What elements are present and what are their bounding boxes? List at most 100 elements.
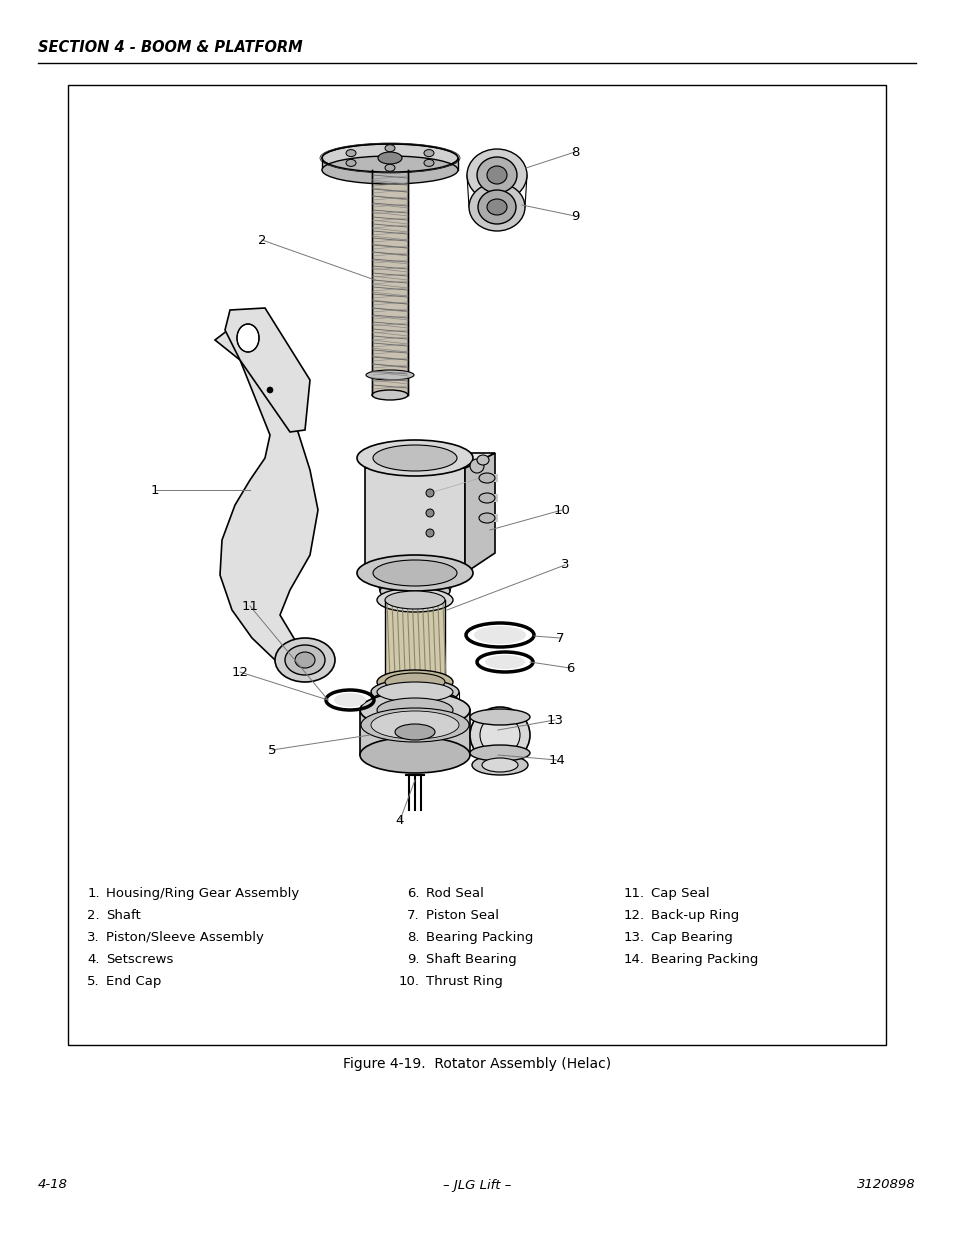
Ellipse shape (371, 711, 458, 739)
Bar (479, 514, 497, 522)
Ellipse shape (356, 440, 473, 475)
Polygon shape (372, 170, 408, 395)
Ellipse shape (481, 758, 517, 772)
Ellipse shape (479, 715, 519, 755)
Ellipse shape (385, 144, 395, 152)
Ellipse shape (371, 689, 458, 715)
Ellipse shape (472, 755, 527, 776)
Ellipse shape (470, 459, 483, 473)
Ellipse shape (423, 159, 434, 167)
Text: Housing/Ring Gear Assembly: Housing/Ring Gear Assembly (106, 887, 299, 900)
Text: 8.: 8. (407, 931, 419, 944)
Text: 4: 4 (395, 814, 404, 826)
Text: Setscrews: Setscrews (106, 953, 173, 966)
Text: 3: 3 (560, 558, 569, 572)
Ellipse shape (359, 737, 470, 773)
Text: 1: 1 (151, 483, 159, 496)
Ellipse shape (478, 513, 495, 522)
Ellipse shape (385, 673, 444, 692)
Ellipse shape (376, 698, 453, 722)
Text: Cap Bearing: Cap Bearing (650, 931, 732, 944)
Ellipse shape (486, 199, 506, 215)
Text: 4-18: 4-18 (38, 1178, 68, 1192)
Polygon shape (322, 158, 457, 170)
Ellipse shape (371, 679, 458, 705)
Text: 6.: 6. (407, 887, 419, 900)
Ellipse shape (334, 693, 366, 706)
Ellipse shape (376, 682, 453, 701)
Ellipse shape (373, 445, 456, 471)
Text: Bearing Packing: Bearing Packing (426, 931, 533, 944)
Bar (479, 474, 497, 482)
Polygon shape (385, 600, 444, 682)
Ellipse shape (373, 559, 456, 585)
Ellipse shape (476, 157, 517, 193)
Text: 11.: 11. (623, 887, 644, 900)
Text: 14: 14 (548, 753, 565, 767)
Ellipse shape (359, 692, 470, 727)
Ellipse shape (360, 708, 469, 742)
Text: Shaft Bearing: Shaft Bearing (426, 953, 517, 966)
Ellipse shape (385, 592, 444, 609)
Ellipse shape (470, 706, 530, 763)
Text: 10.: 10. (398, 974, 419, 988)
Ellipse shape (426, 529, 434, 537)
Ellipse shape (385, 164, 395, 172)
Text: 3.: 3. (88, 931, 100, 944)
Text: Piston Seal: Piston Seal (426, 909, 498, 923)
Polygon shape (214, 330, 317, 672)
Polygon shape (464, 453, 495, 573)
Ellipse shape (377, 152, 401, 164)
Ellipse shape (322, 144, 457, 172)
Ellipse shape (478, 493, 495, 503)
Ellipse shape (346, 149, 355, 157)
Ellipse shape (395, 724, 435, 740)
Text: 10: 10 (553, 504, 570, 516)
Ellipse shape (346, 159, 355, 167)
Ellipse shape (379, 580, 450, 601)
Ellipse shape (274, 638, 335, 682)
Ellipse shape (470, 709, 530, 725)
Text: – JLG Lift –: – JLG Lift – (442, 1178, 511, 1192)
Text: 11: 11 (241, 599, 258, 613)
Text: 12: 12 (232, 666, 248, 678)
Text: 5: 5 (268, 743, 276, 757)
Ellipse shape (474, 626, 525, 643)
Text: Back-up Ring: Back-up Ring (650, 909, 739, 923)
Polygon shape (365, 468, 464, 573)
Ellipse shape (486, 165, 506, 184)
Text: 13: 13 (546, 714, 563, 726)
Ellipse shape (484, 655, 524, 669)
Text: End Cap: End Cap (106, 974, 161, 988)
Text: 7.: 7. (407, 909, 419, 923)
Text: 1.: 1. (88, 887, 100, 900)
Text: Piston/Sleeve Assembly: Piston/Sleeve Assembly (106, 931, 264, 944)
Text: 2.: 2. (88, 909, 100, 923)
Polygon shape (359, 710, 470, 755)
Ellipse shape (470, 745, 530, 761)
Ellipse shape (322, 156, 457, 184)
Bar (68, 85, 885, 1045)
Ellipse shape (372, 390, 408, 400)
Text: 3120898: 3120898 (857, 1178, 915, 1192)
Ellipse shape (467, 149, 526, 201)
Text: 14.: 14. (623, 953, 644, 966)
Text: Figure 4-19.  Rotator Assembly (Helac): Figure 4-19. Rotator Assembly (Helac) (342, 1057, 611, 1071)
Text: Bearing Packing: Bearing Packing (650, 953, 758, 966)
Text: 8: 8 (570, 146, 578, 158)
Ellipse shape (426, 489, 434, 496)
Ellipse shape (285, 645, 325, 676)
Text: 9: 9 (570, 210, 578, 222)
Ellipse shape (267, 387, 273, 393)
Text: SECTION 4 - BOOM & PLATFORM: SECTION 4 - BOOM & PLATFORM (38, 40, 302, 56)
Text: 5.: 5. (88, 974, 100, 988)
Ellipse shape (376, 671, 453, 694)
Text: Shaft: Shaft (106, 909, 141, 923)
Ellipse shape (423, 149, 434, 157)
Ellipse shape (376, 588, 453, 613)
Ellipse shape (477, 190, 516, 224)
Ellipse shape (294, 652, 314, 668)
Ellipse shape (356, 555, 473, 592)
Text: 7: 7 (556, 631, 563, 645)
Text: 6: 6 (565, 662, 574, 674)
